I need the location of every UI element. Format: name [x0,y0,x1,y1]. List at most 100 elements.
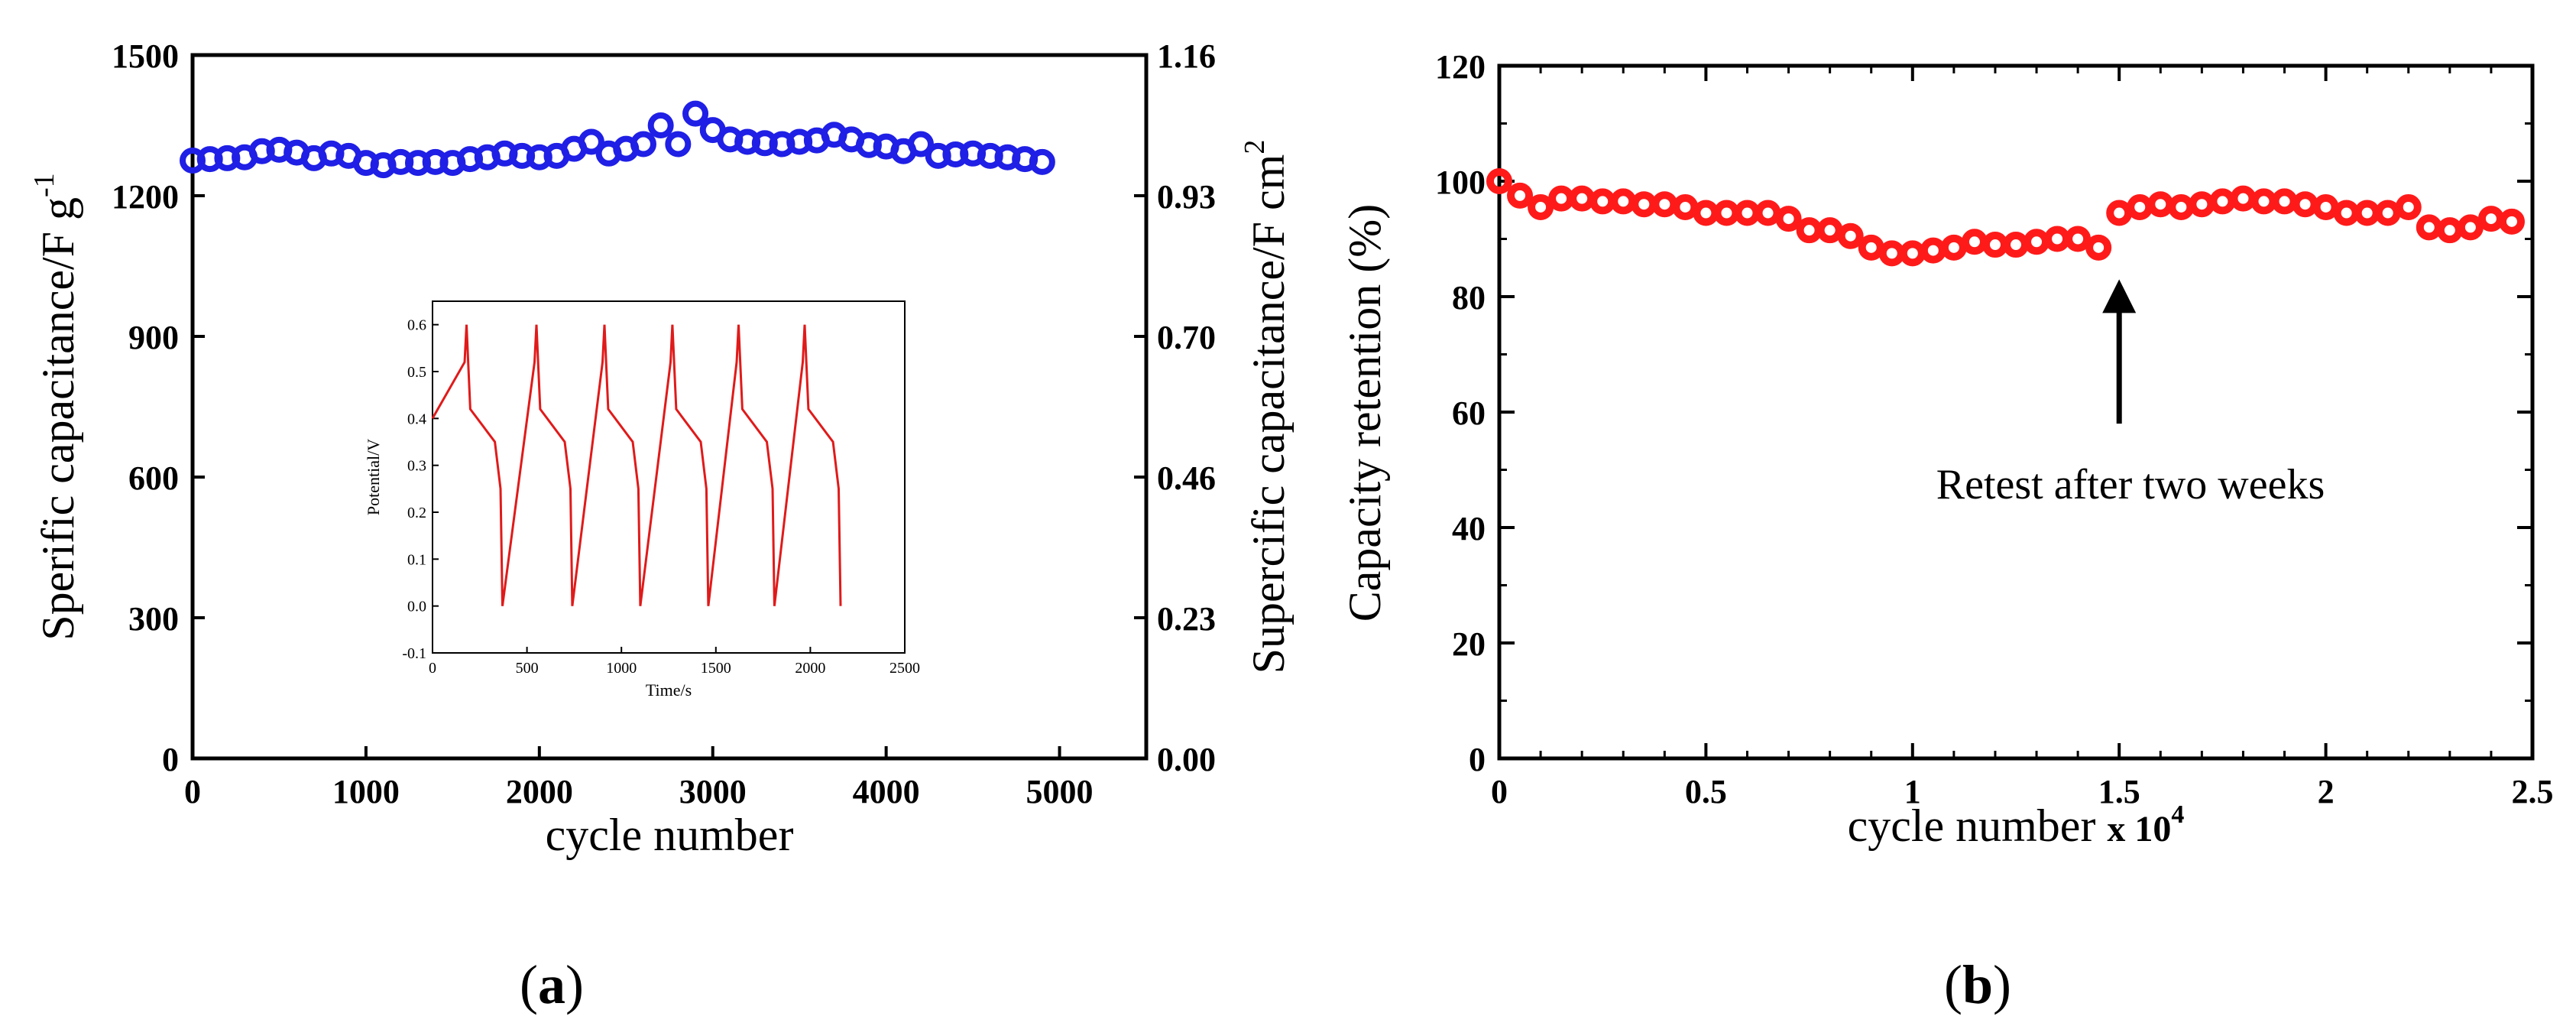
inset-y-tick-label: 0.5 [407,364,426,381]
panel-b-x-tick-label: 1 [1904,773,1921,810]
panel-b-data-point [2416,214,2442,241]
panel-b-data-point [1755,200,1781,226]
panel-b-data-point [1940,234,1967,261]
panel-b-data-point [1528,193,1554,220]
panel-b-y-tick-label: 60 [1452,394,1486,432]
panel-b-data-point [2085,234,2112,261]
panel-b-points [1486,168,2525,267]
panel-b-y-tick-label: 120 [1435,48,1486,86]
panel-b-data-point [2354,200,2380,226]
panel-b-data-point [1589,188,1616,215]
panel-b-data-point [2106,200,2133,226]
panel-a-y2-label: Supercific capacitance/F cm2 [1239,140,1294,674]
panel-b-data-point [2209,188,2236,215]
panel-b-data-point [1610,188,1637,215]
panel-b-x-label-sup: 4 [2171,800,2184,829]
panel-b-data-point [2189,191,2215,218]
inset-y-ticks: -0.1 0.0 0.1 0.2 0.3 0.4 0.5 0.6 [402,317,439,662]
panel-b-data-point [2024,229,2050,255]
panel-b-data-point [1899,240,1926,267]
panel-b-data-point [1713,200,1740,226]
panel-b-data-point [2127,193,2153,220]
panel-a-y-tick-label: 600 [128,459,179,497]
inset-x-tick-label: 1000 [606,660,637,677]
inset-y-label: Potential/V [364,439,383,515]
panel-a-points [180,100,1055,179]
panel-b-plot-frame [1497,63,2535,761]
panel-b-data-point [2250,188,2277,215]
panel-a-y2-tick-label: 0.93 [1157,178,1216,216]
inset-y-tick-label: 0.1 [407,551,426,568]
panel-a-data-point [630,131,656,157]
panel-b-data-point [2003,232,2029,258]
inset-y-tick-label: -0.1 [402,645,426,662]
panel-b-data-point [1569,185,1596,212]
panel-b-x-label: cycle number x 104 [1848,800,2185,851]
panel-b-data-point [2498,208,2525,235]
panel-b-data-point [1796,217,1823,244]
panel-a-label: (a) [520,954,584,1015]
panel-b-label: (b) [1944,954,2011,1015]
inset-y-tick-label: 0.6 [407,317,426,334]
panel-b-data-point [2333,200,2360,226]
inset-y-tick-label: 0.3 [407,458,426,475]
panel-b-x-tick-label: 0.5 [1685,773,1727,810]
panel-b-data-point [1878,240,1905,267]
panel-b-data-point [2374,200,2401,226]
panel-b-data-point [1672,193,1699,220]
panel-a-y2-tick-label: 1.16 [1157,37,1216,75]
panel-a-y2-tick-label: 0.23 [1157,600,1216,638]
panel-a-y2-tick-label: 0.00 [1157,741,1216,778]
panel-b-x-tick-label: 1.5 [2098,773,2140,810]
panel-b-y-tick-label: 100 [1435,164,1486,201]
panel-b-data-point [1858,234,1884,261]
panel-b-y-tick-label: 20 [1452,625,1486,663]
panel-b-x-label-text: cycle number [1848,800,2096,851]
retest-arrow-head [2102,279,2137,313]
panel-b-data-point [2168,193,2195,220]
panel-a-y2-tick-label: 0.46 [1157,459,1216,497]
retest-annotation: Retest after two weeks [1936,279,2325,508]
panel-a-y-tick-label: 300 [128,600,179,638]
panel-a-y-ticks: 0 300 600 900 1200 1500 [112,37,205,778]
panel-b-data-point [1920,237,1946,264]
panel-b-label-letter: b [1962,954,1993,1015]
panel-b-y-tick-label: 0 [1469,741,1486,778]
panel-a-y-tick-label: 1500 [112,37,179,75]
inset-x-tick-label: 1500 [701,660,731,677]
panel-a-y-label: Sperific capacitance/F g-1 [28,173,83,640]
panel-b-data-point [1734,200,1761,226]
panel-b-data-point [1837,222,1864,249]
panel-a-y2-label-text: Supercific capacitance/F cm [1243,154,1294,674]
panel-b-data-point [1961,229,1988,255]
inset-y-tick-label: 0.4 [407,411,426,427]
panel-a-x-tick-label: 5000 [1026,773,1094,810]
panel-b-data-point [1631,191,1657,218]
inset-plot-frame [432,300,906,654]
panel-a-data-point [578,128,604,155]
panel-b-y-tick-label: 80 [1452,279,1486,317]
panel-b-data-point [1693,200,1719,226]
panel-a-data-point [908,131,935,157]
panel-b-data-point [2457,214,2484,241]
panel-b-data-point [1548,185,1575,212]
panel-a-x-ticks: 0 1000 2000 3000 4000 5000 [184,746,1094,810]
panel-a-data-point [1029,148,1055,175]
panel-a-x-tick-label: 4000 [853,773,920,810]
panel-a-inset: 0 500 1000 1500 2000 2500 -0.1 0.0 0.1 0.2 0.3 0.4… [364,300,920,700]
panel-b-data-point [2477,206,2504,232]
panel-a-label-letter: a [538,954,565,1015]
panel-b-data-point [2436,217,2463,244]
panel-b-data-point [1981,232,2008,258]
inset-x-ticks: 0 500 1000 1500 2000 2500 [429,647,920,677]
inset-x-label: Time/s [646,680,692,700]
inset-x-tick-label: 0 [429,660,436,677]
panel-a-y2-label-sup: 2 [1239,140,1271,154]
panel-b-data-point [2065,226,2092,252]
panel-b-data-point [2147,191,2174,218]
panel-a-data-point [665,131,692,157]
panel-b-data-point [2044,226,2071,252]
panel-a-y2-tick-label: 0.70 [1157,319,1216,356]
panel-a-y-tick-label: 0 [162,741,179,778]
